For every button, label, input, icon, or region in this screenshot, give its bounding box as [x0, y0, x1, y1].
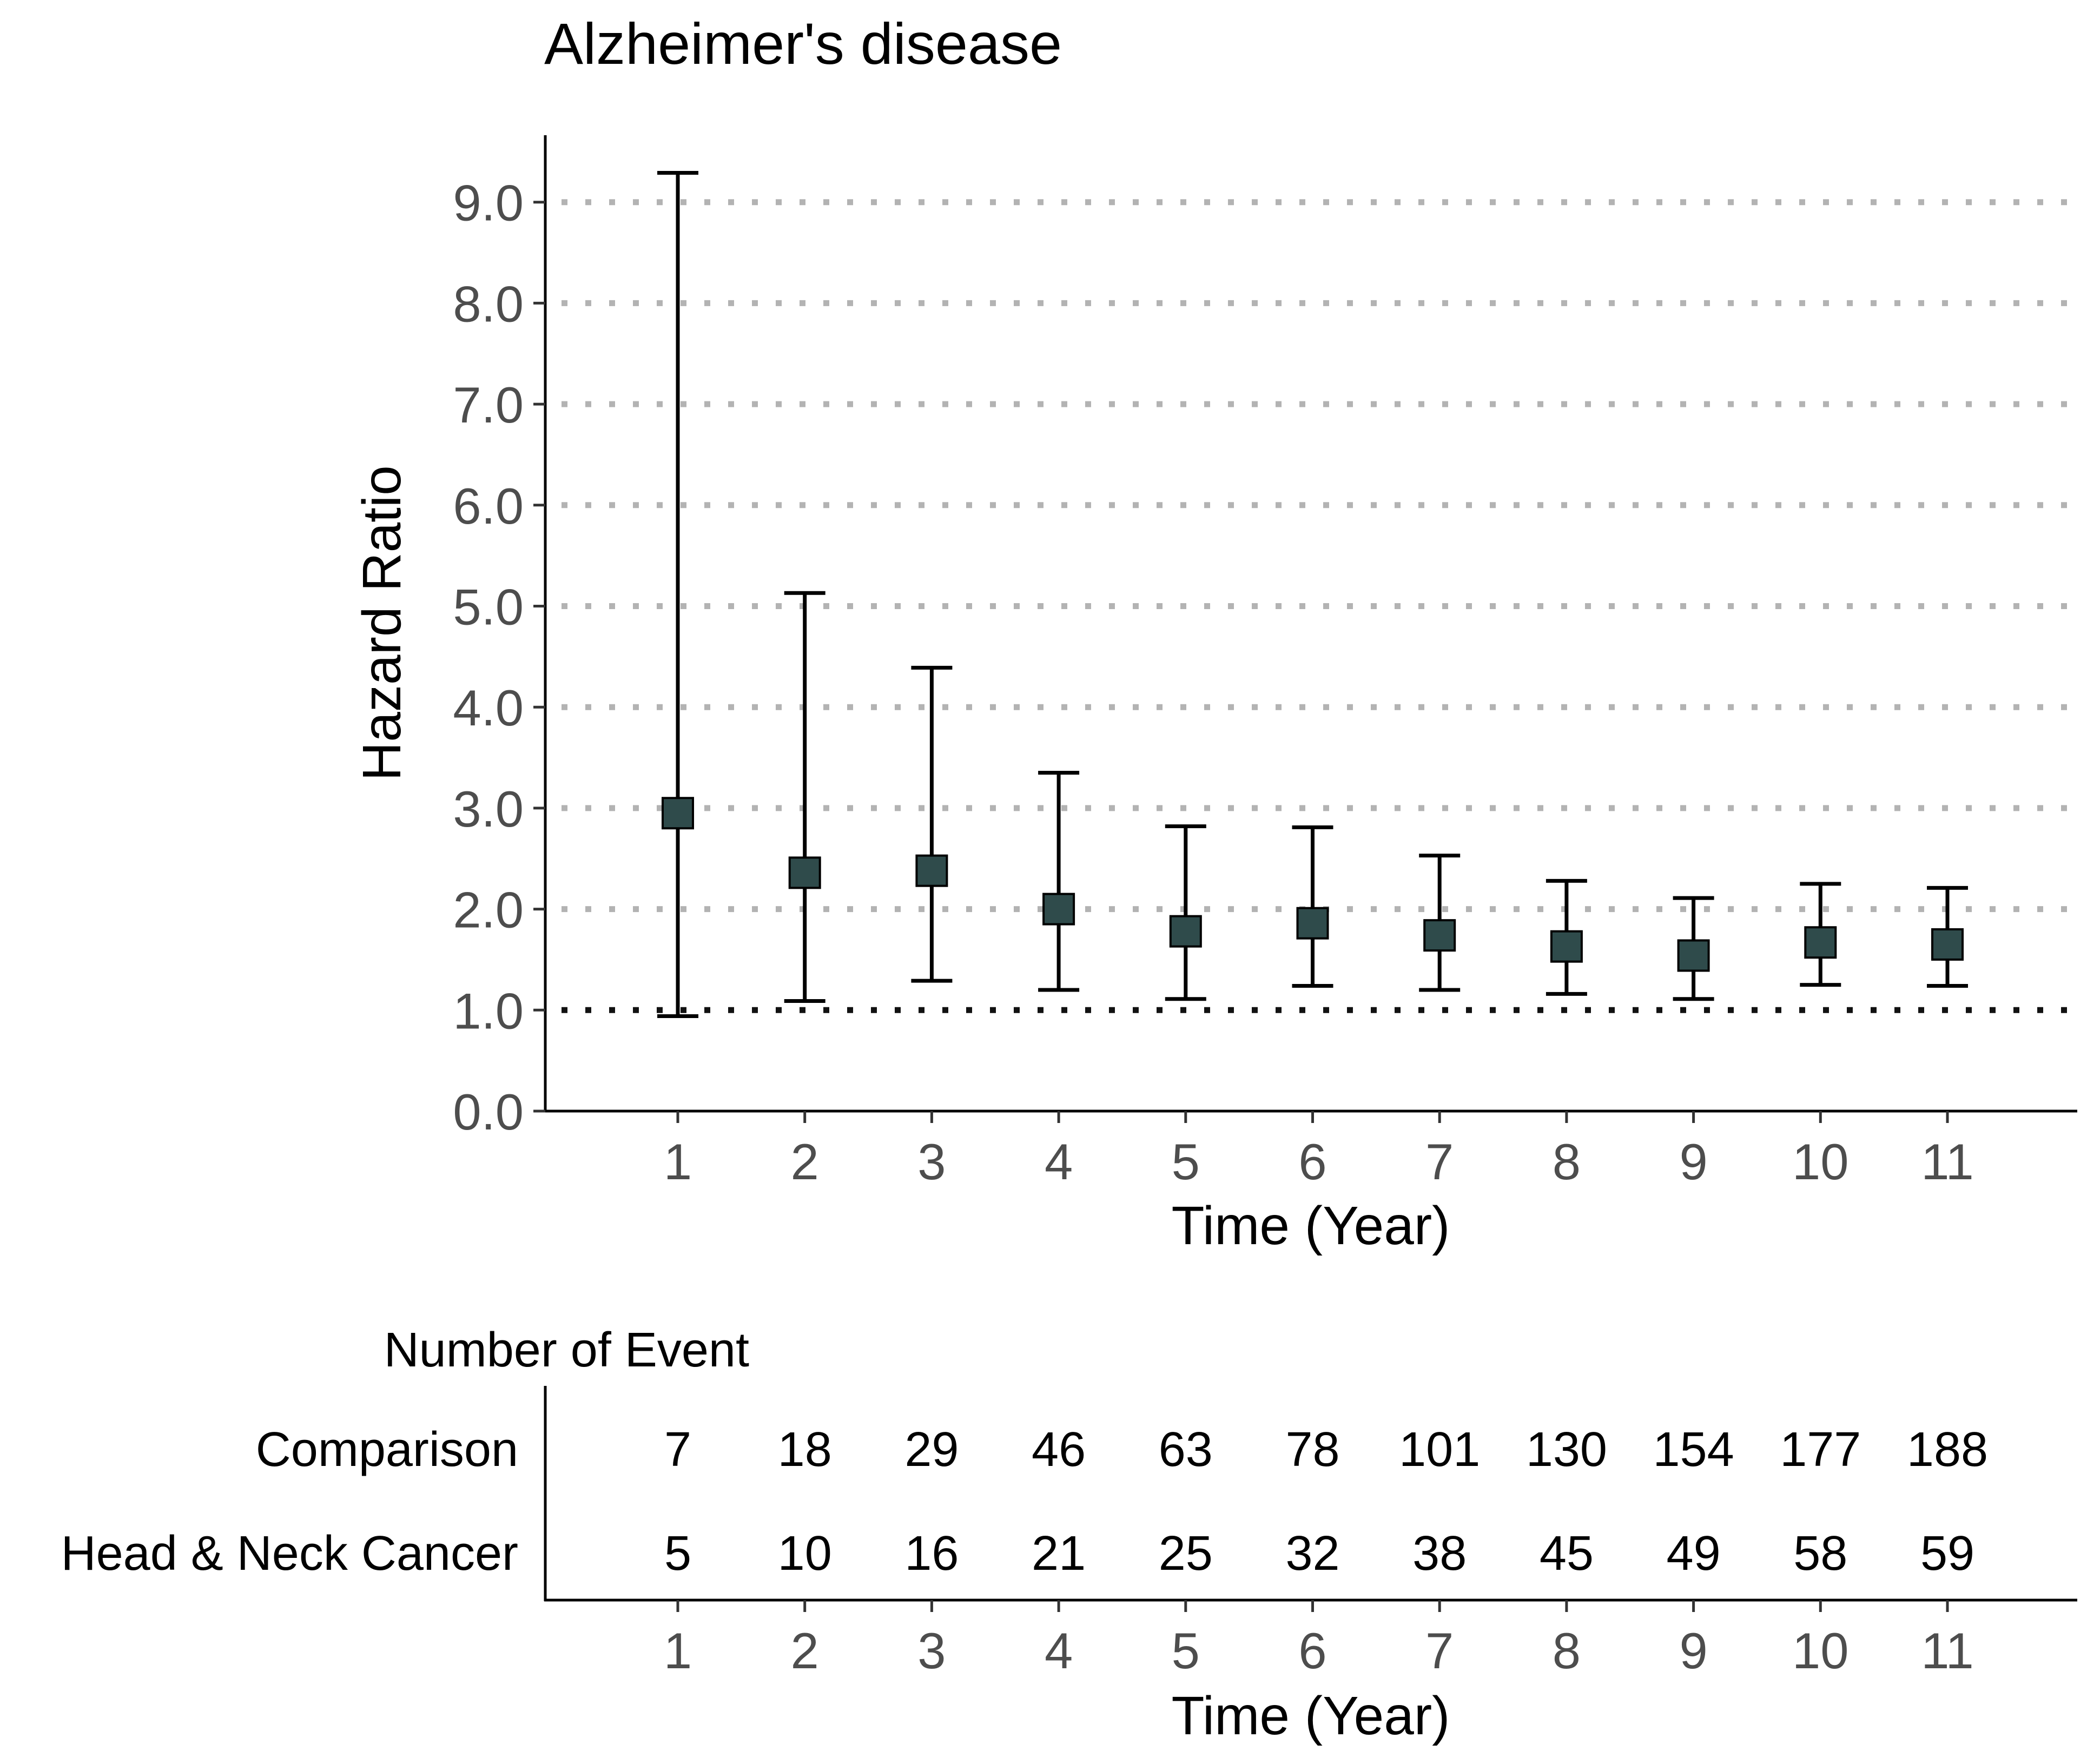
hr-marker-2	[788, 856, 821, 889]
x-tick-label-0: 1	[664, 1133, 692, 1190]
grid-layer	[562, 199, 2077, 913]
x-tick-label-6: 7	[1425, 1133, 1454, 1190]
table-cell-r2-c8: 45	[1540, 1527, 1594, 1581]
table-cell-r2-c2: 10	[778, 1527, 832, 1581]
y-tick-label-4: 4.0	[453, 679, 524, 736]
table-cell-r1-c10: 177	[1780, 1423, 1861, 1477]
y-tick-label-1: 1.0	[453, 982, 524, 1039]
table-cell-r1-c3: 29	[904, 1423, 959, 1477]
table-cell-r1-c9: 154	[1653, 1423, 1734, 1477]
table-x-tick-label-5: 6	[1298, 1622, 1326, 1679]
table-cell-r2-c5: 25	[1159, 1527, 1213, 1581]
table-cell-r1-c2: 18	[778, 1423, 832, 1477]
table-x-tick-label-9: 10	[1792, 1622, 1849, 1679]
hr-marker-5	[1169, 915, 1202, 948]
y-tick-label-5: 5.0	[453, 579, 524, 636]
y-tick-label-8: 8.0	[453, 275, 524, 332]
hr-marker-11	[1931, 928, 1964, 961]
table-cell-r1-c4: 46	[1032, 1423, 1086, 1477]
marker-layer	[662, 797, 1964, 972]
x-tick-label-2: 3	[917, 1133, 946, 1190]
table-row-label-1: Comparison	[256, 1423, 518, 1477]
table-cell-r1-c5: 63	[1159, 1423, 1213, 1477]
hr-marker-3	[915, 854, 948, 887]
x-axis-label: Time (Year)	[1172, 1195, 1450, 1256]
hr-marker-4	[1042, 893, 1075, 926]
x-tick-label-4: 5	[1172, 1133, 1200, 1190]
y-tick-label-2: 2.0	[453, 882, 524, 939]
table-cell-r1-c8: 130	[1526, 1423, 1607, 1477]
table-cell-r2-c1: 5	[664, 1527, 691, 1581]
hr-marker-7	[1423, 919, 1456, 952]
x-tick-label-7: 8	[1553, 1133, 1581, 1190]
hr-marker-1	[662, 797, 694, 830]
table-x-tick-label-0: 1	[664, 1622, 692, 1679]
table-cell-r2-c11: 59	[1920, 1527, 1974, 1581]
x-tick-label-1: 2	[791, 1133, 819, 1190]
table-cell-r1-c7: 101	[1399, 1423, 1480, 1477]
table-x-tick-label-8: 9	[1679, 1622, 1707, 1679]
table-title: Number of Event	[384, 1323, 749, 1377]
hr-marker-10	[1804, 926, 1837, 959]
table-x-tick-label-6: 7	[1425, 1622, 1454, 1679]
table-cell-r2-c4: 21	[1032, 1527, 1086, 1581]
x-tick-label-8: 9	[1679, 1133, 1707, 1190]
chart-title: Alzheimer's disease	[544, 11, 1062, 76]
table-row-label-2: Head & Neck Cancer	[61, 1527, 518, 1581]
hr-marker-6	[1296, 907, 1329, 940]
x-tick-label-5: 6	[1298, 1133, 1326, 1190]
table-x-tick-label-1: 2	[791, 1622, 819, 1679]
table-cell-r2-c3: 16	[904, 1527, 959, 1581]
x-tick-label-10: 11	[1921, 1133, 1974, 1190]
table-x-tick-label-7: 8	[1553, 1622, 1581, 1679]
hr-marker-9	[1677, 939, 1710, 972]
y-tick-label-6: 6.0	[453, 478, 524, 534]
table-x-axis-label: Time (Year)	[1172, 1686, 1450, 1746]
table-cell-r2-c6: 32	[1285, 1527, 1339, 1581]
x-tick-label-9: 10	[1792, 1133, 1849, 1190]
table-row-label-layer: Comparison Head & Neck Cancer	[61, 1423, 518, 1581]
table-cell-r2-c7: 38	[1412, 1527, 1467, 1581]
table-x-tick-layer: 1 2 3 4 5 6 7 8 9 10 11	[664, 1600, 1974, 1679]
table-x-tick-label-3: 4	[1045, 1622, 1073, 1679]
hr-marker-8	[1550, 930, 1583, 963]
table-cell-r1-c6: 78	[1285, 1423, 1339, 1477]
x-tick-layer: 1 2 3 4 5 6 7 8 9 10 11	[664, 1111, 1974, 1190]
table-x-tick-label-10: 11	[1921, 1622, 1974, 1679]
table-x-tick-label-4: 5	[1172, 1622, 1200, 1679]
x-tick-label-3: 4	[1045, 1133, 1073, 1190]
table-cell-layer: 7 18 29 46 63 78 101 130 154 177 188 5 10 16 21 25 32 38 4…	[664, 1423, 1988, 1581]
y-tick-label-0: 0.0	[453, 1083, 524, 1140]
table-cell-r2-c9: 49	[1667, 1527, 1721, 1581]
table-x-tick-label-2: 3	[917, 1622, 946, 1679]
table-cell-r1-c1: 7	[664, 1423, 691, 1477]
y-tick-label-7: 7.0	[453, 376, 524, 433]
y-axis-label: Hazard Ratio	[352, 465, 412, 781]
table-cell-r2-c10: 58	[1793, 1527, 1847, 1581]
y-tick-label-3: 3.0	[453, 781, 524, 837]
table-cell-r1-c11: 188	[1907, 1423, 1988, 1477]
y-tick-layer: 0.0 1.0 2.0 3.0 4.0 5.0 6.0 7.0 8.0 9.0	[453, 175, 545, 1140]
y-tick-label-9: 9.0	[453, 175, 524, 232]
